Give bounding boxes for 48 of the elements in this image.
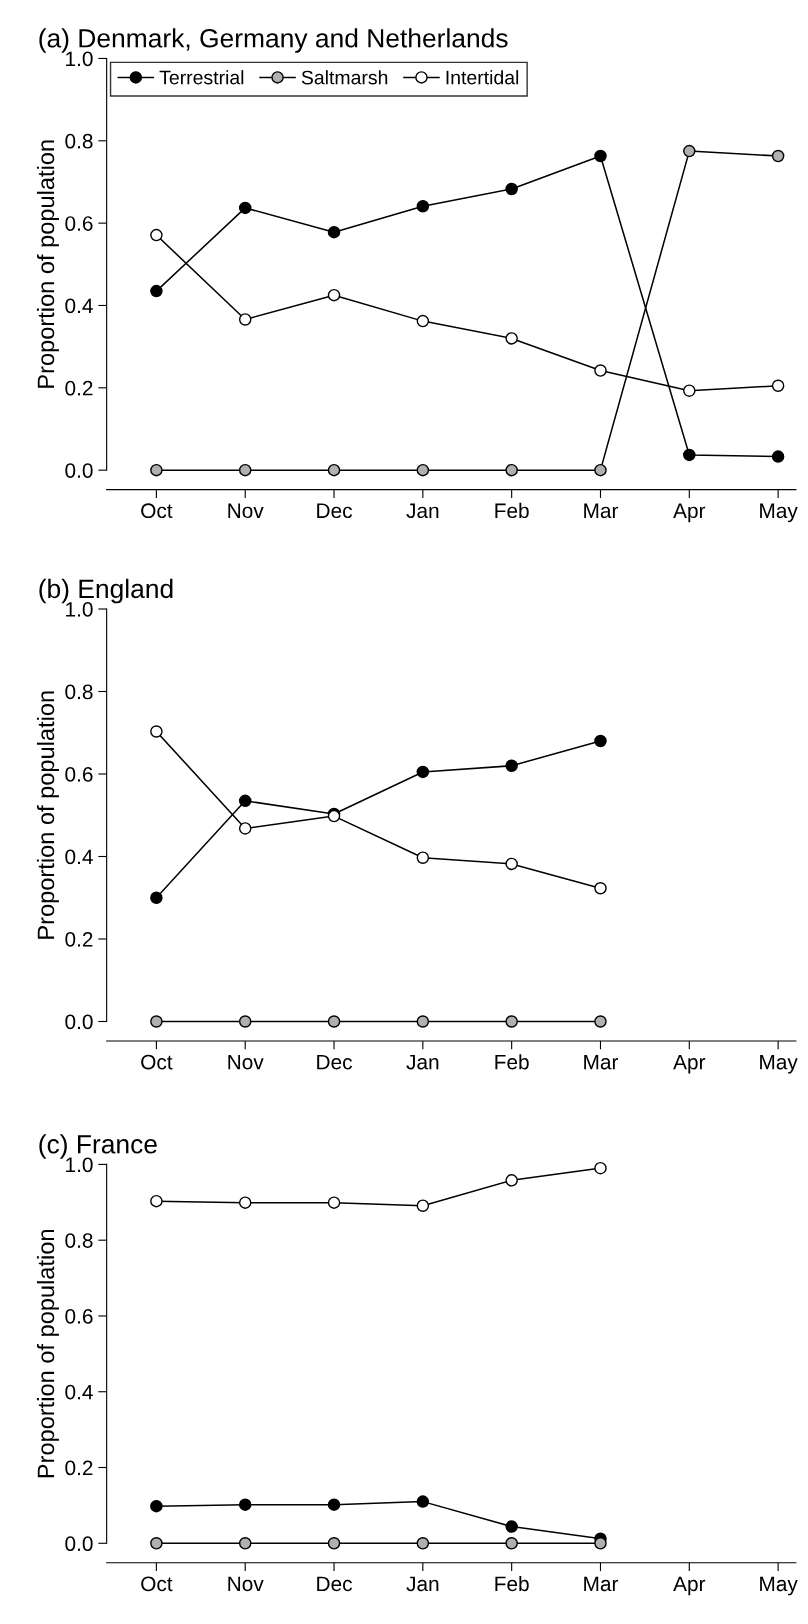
y-tick-label: 0.6 <box>65 216 93 231</box>
y-tick-label: 0.2 <box>65 1460 93 1476</box>
x-tick-label: May <box>760 1576 798 1596</box>
y-tick-label: 0.4 <box>65 849 93 865</box>
y-axis-title: Proportion of population <box>36 691 59 939</box>
y-tick-label: 0.8 <box>65 684 93 700</box>
x-tick-label: Oct <box>141 1576 173 1592</box>
y-tick-label: 0.6 <box>65 767 93 782</box>
x-tick-label: Jan <box>406 1576 439 1592</box>
y-tick-label: 0.6 <box>65 1308 93 1324</box>
x-tick-label: May <box>760 503 798 523</box>
x-tick-label: Oct <box>141 503 173 519</box>
y-tick-label: 0.4 <box>65 1384 93 1400</box>
x-tick-label: Apr <box>673 1054 706 1074</box>
x-tick-label: Feb <box>495 1054 529 1070</box>
legend-label: Terrestrial <box>159 70 244 85</box>
y-tick-label: 1.0 <box>66 1157 93 1173</box>
x-tick-label: Nov <box>228 1576 264 1592</box>
x-tick-label: Jan <box>406 503 439 519</box>
x-tick-label: Feb <box>495 1575 529 1592</box>
y-tick-label: 0.8 <box>65 1233 93 1248</box>
y-tick-label: 0.2 <box>65 932 93 947</box>
x-tick-label: Dec <box>317 503 352 519</box>
x-tick-label: Apr <box>673 503 706 523</box>
y-tick-label: 0.0 <box>65 1014 93 1030</box>
x-tick-label: Mar <box>584 1576 619 1592</box>
x-tick-label: Jan <box>406 1054 439 1070</box>
y-tick-label: 0.0 <box>65 1536 93 1552</box>
x-tick-label: Dec <box>317 1054 352 1070</box>
y-tick-label: 1.0 <box>66 602 93 617</box>
x-tick-label: Mar <box>584 503 619 519</box>
y-tick-label: 1.0 <box>66 51 93 67</box>
x-tick-label: Apr <box>673 1576 706 1596</box>
y-axis-title: Proportion of population <box>36 140 59 388</box>
x-tick-label: Dec <box>317 1576 352 1592</box>
legend-label: Intertidal <box>446 70 519 85</box>
y-tick-label: 0.8 <box>65 133 93 149</box>
y-axis-title: Proportion of population <box>36 1230 59 1478</box>
y-tick-label: 0.4 <box>65 298 93 314</box>
x-tick-label: Mar <box>584 1054 619 1070</box>
legend-label: Saltmarsh <box>301 70 388 85</box>
x-tick-label: Nov <box>228 1054 264 1070</box>
x-tick-label: May <box>760 1054 798 1074</box>
y-tick-label: 0.0 <box>65 463 93 478</box>
x-tick-label: Nov <box>228 503 264 519</box>
y-tick-label: 0.2 <box>65 380 93 396</box>
x-tick-label: Feb <box>495 502 529 519</box>
x-tick-label: Oct <box>141 1054 173 1070</box>
